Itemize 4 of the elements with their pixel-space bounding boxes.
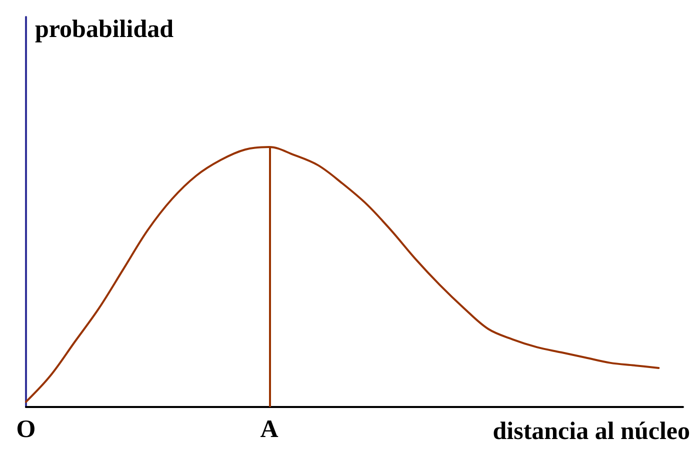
x-tick-label: O [16, 416, 36, 443]
y-axis-title: probabilidad [35, 16, 174, 43]
x-axis-title: distancia al núcleo [492, 418, 690, 445]
x-tick-label: A [260, 416, 278, 443]
